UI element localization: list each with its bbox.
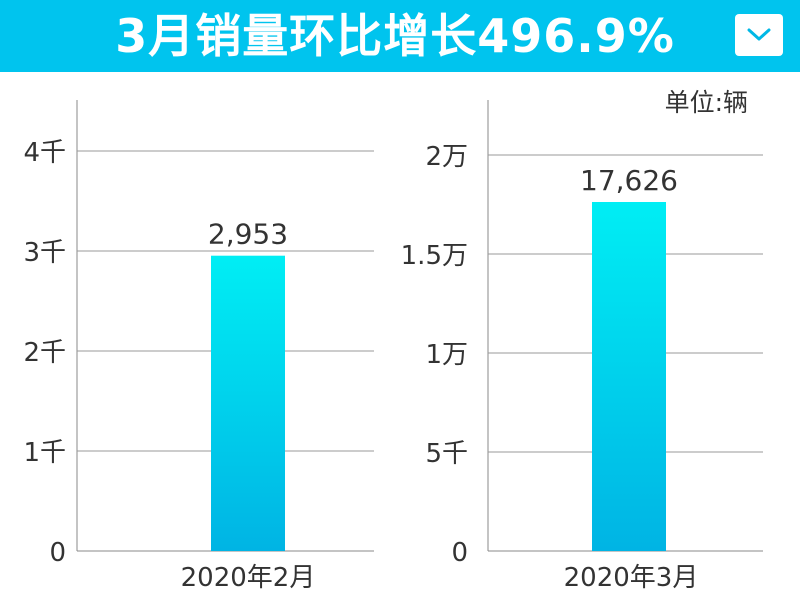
y-tick-label: 1千 bbox=[23, 438, 66, 468]
bar bbox=[211, 255, 285, 551]
y-tick-label: 2千 bbox=[23, 338, 66, 368]
dropdown-button[interactable] bbox=[735, 14, 783, 56]
y-tick-label: 5千 bbox=[425, 439, 468, 469]
y-tick-label: 1万 bbox=[425, 340, 468, 370]
y-tick-label: 0 bbox=[451, 538, 468, 568]
bar bbox=[592, 202, 666, 552]
header-bar: 3月销量环比增长496.9% bbox=[0, 0, 800, 72]
y-tick-label: 3千 bbox=[23, 238, 66, 268]
unit-label: 单位:辆 bbox=[664, 88, 748, 117]
bar-value-label: 17,626 bbox=[580, 164, 678, 197]
x-category-label: 2020年2月 bbox=[181, 563, 316, 593]
page-title: 3月销量环比增长496.9% bbox=[115, 9, 675, 63]
y-tick-label: 2万 bbox=[425, 142, 468, 172]
bar-value-label: 2,953 bbox=[208, 218, 288, 251]
chevron-down-icon bbox=[747, 28, 771, 41]
y-tick-label: 1.5万 bbox=[401, 241, 468, 271]
y-tick-label: 0 bbox=[49, 538, 66, 568]
x-category-label: 2020年3月 bbox=[564, 563, 699, 593]
y-tick-label: 4千 bbox=[23, 138, 66, 168]
